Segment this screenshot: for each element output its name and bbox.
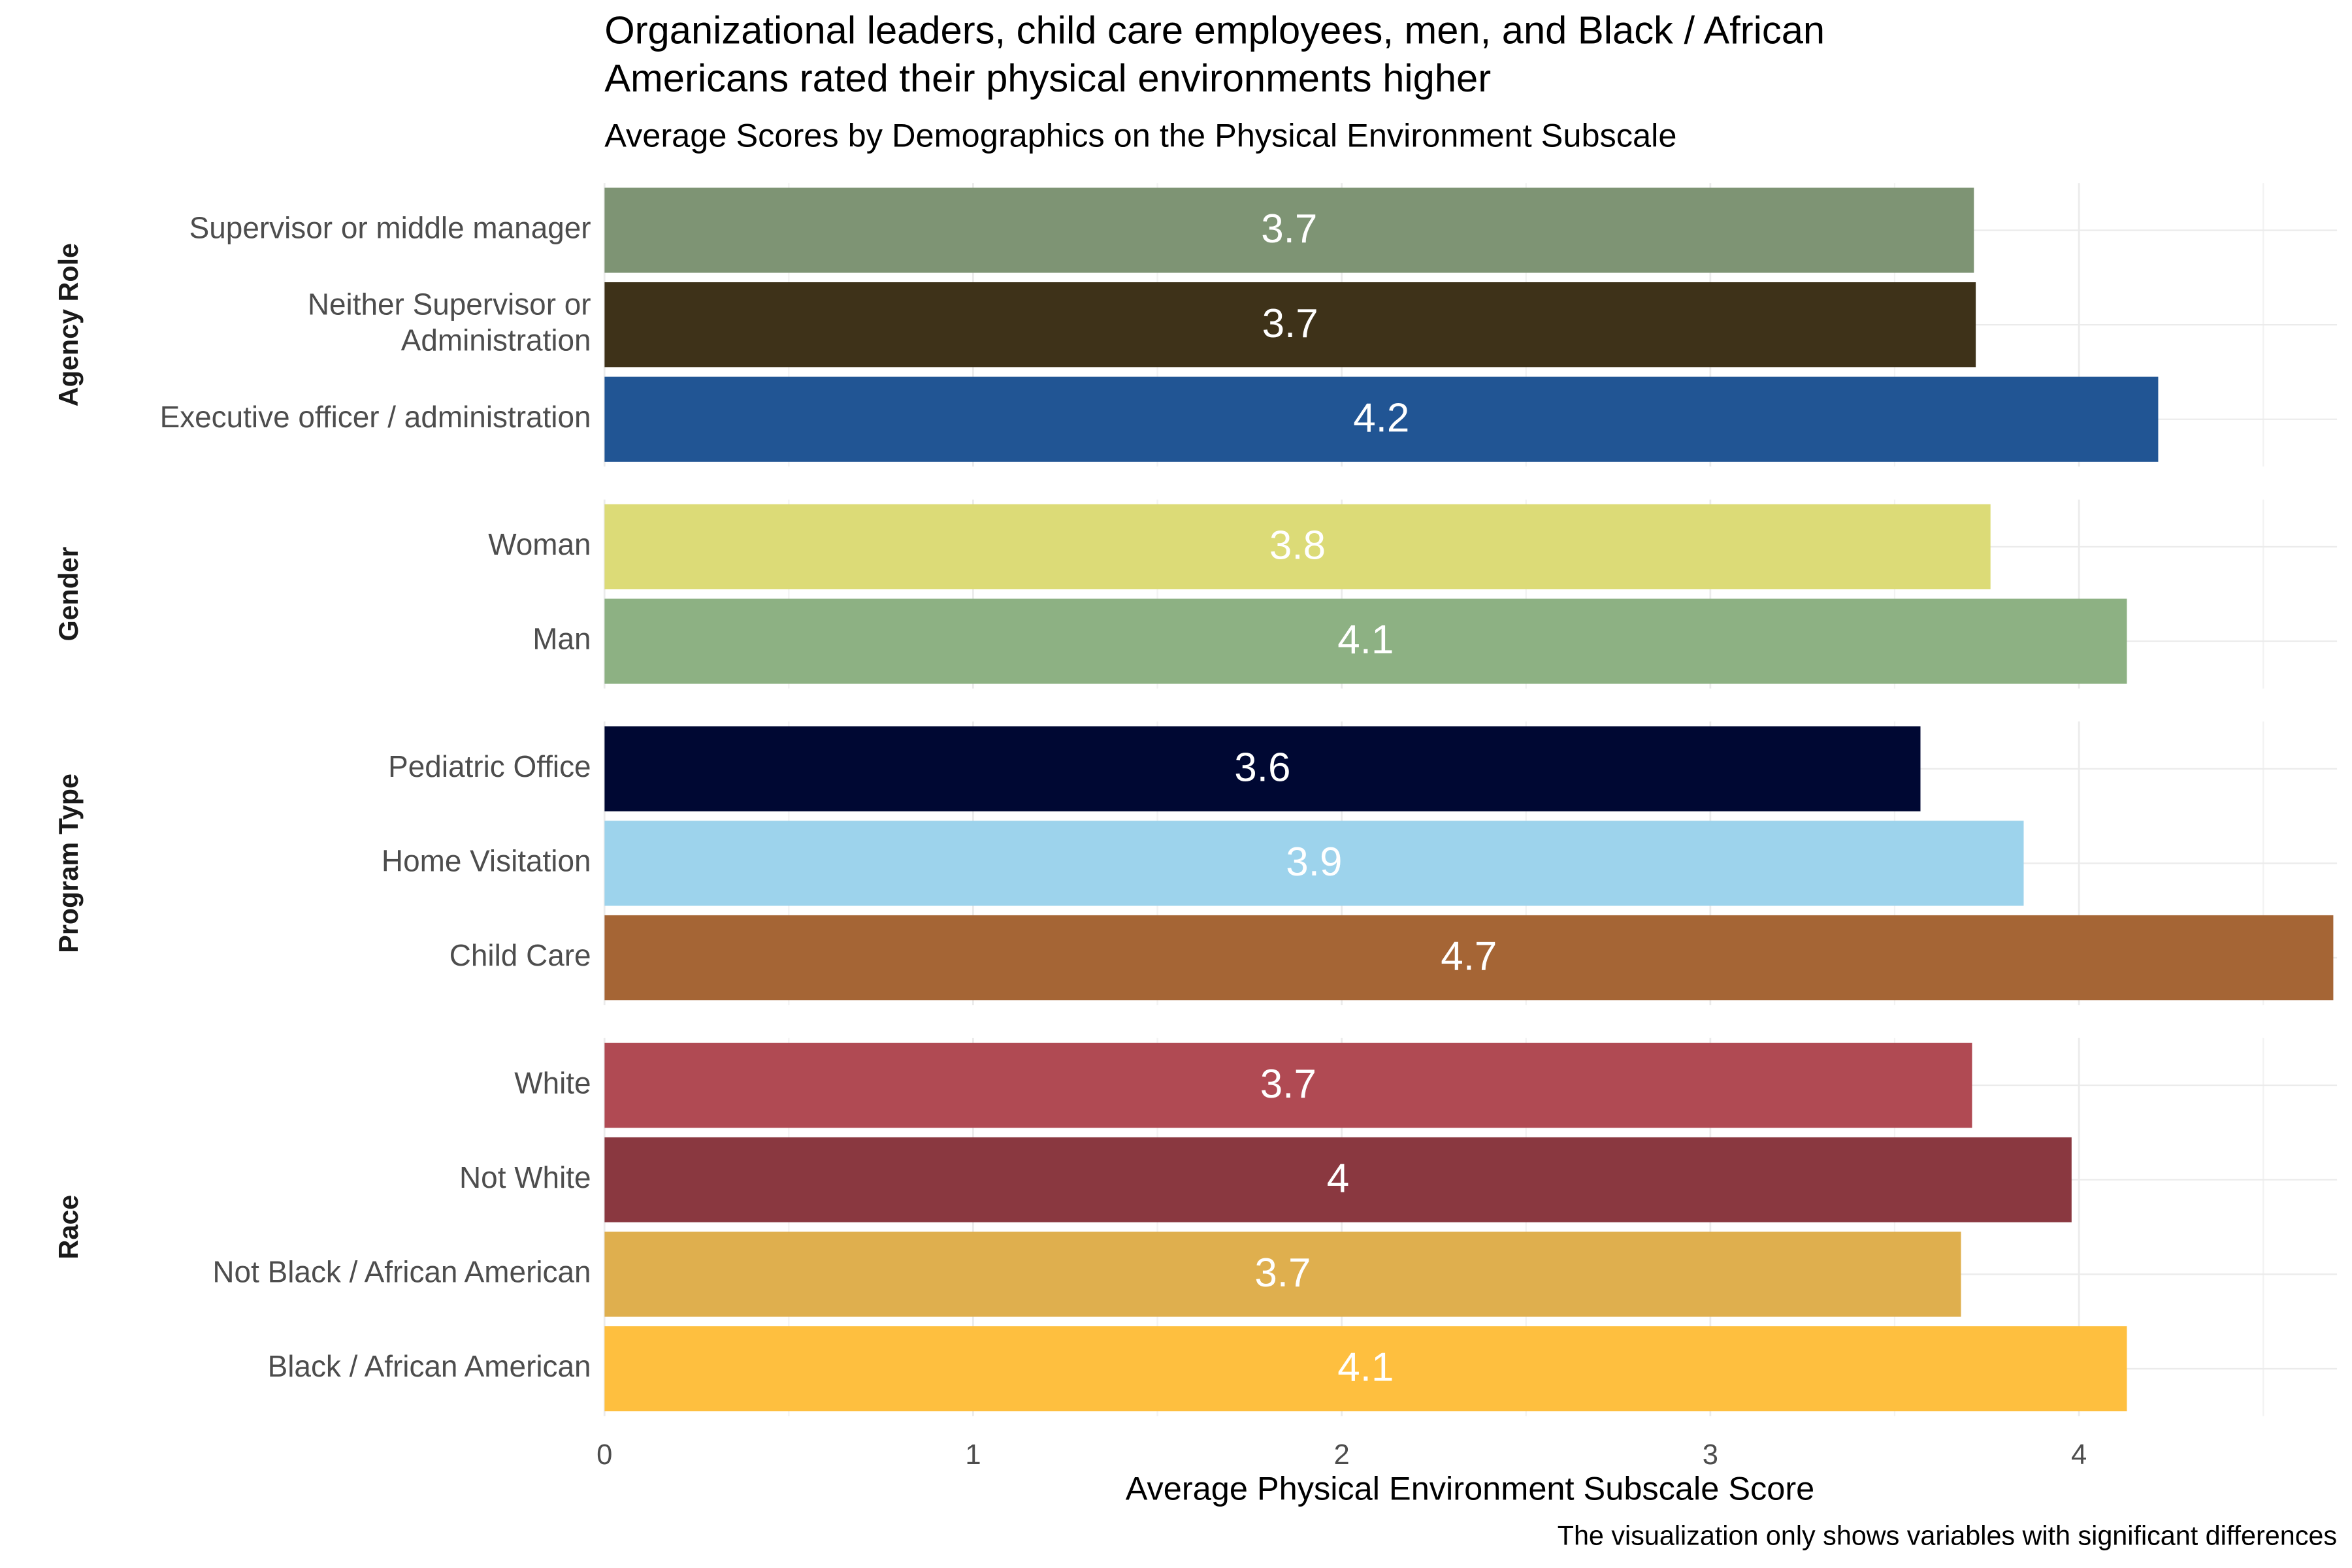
value-label: 4.1: [1337, 1345, 1394, 1390]
y-tick-label: Woman: [488, 527, 591, 561]
x-tick-label: 2: [1334, 1439, 1350, 1471]
value-label: 4: [1327, 1156, 1349, 1201]
bar: [604, 598, 2127, 684]
value-label: 3.7: [1261, 206, 1317, 252]
bar: [604, 915, 2334, 1001]
x-axis-label: Average Physical Environment Subscale Sc…: [1126, 1470, 1815, 1507]
value-label: 4.2: [1353, 395, 1409, 440]
y-tick-label: Man: [532, 622, 591, 656]
bar: [604, 188, 1974, 273]
y-tick-label: Supervisor or middle manager: [189, 211, 591, 245]
y-tick-label: Child Care: [449, 938, 591, 972]
x-tick-label: 0: [596, 1439, 612, 1471]
value-label: 3.8: [1269, 523, 1326, 568]
value-label: 3.9: [1286, 840, 1342, 885]
facet-label: Race: [54, 1195, 84, 1260]
value-label: 4.1: [1337, 617, 1394, 662]
bar: [604, 1137, 2072, 1222]
x-tick-label: 3: [1703, 1439, 1718, 1471]
bar: [604, 1232, 1961, 1317]
y-tick-label: Executive officer / administration: [160, 400, 591, 434]
value-label: 3.7: [1260, 1062, 1316, 1107]
chart-title: Americans rated their physical environme…: [604, 56, 1491, 100]
bar: [604, 1326, 2127, 1412]
bar: [604, 726, 1921, 811]
bar: [604, 1043, 1972, 1128]
caption: The visualization only shows variables w…: [1558, 1520, 2337, 1550]
y-tick-label: Home Visitation: [382, 843, 591, 877]
bar: [604, 282, 1976, 368]
y-tick-label: Pediatric Office: [388, 749, 591, 783]
facet-label: Agency Role: [54, 243, 84, 406]
value-label: 3.6: [1234, 745, 1290, 790]
value-label: 3.7: [1254, 1250, 1311, 1296]
facet-label: Gender: [54, 547, 84, 642]
y-tick-label: White: [514, 1066, 591, 1100]
x-tick-label: 4: [2071, 1439, 2087, 1471]
bar: [604, 504, 1991, 589]
value-label: 3.7: [1262, 301, 1318, 346]
bar: [604, 821, 2024, 906]
y-tick-label: Neither Supervisor or Administration: [308, 287, 591, 357]
bar: [604, 376, 2159, 462]
y-tick-label: Black / African American: [268, 1349, 591, 1383]
x-tick-label: 1: [965, 1439, 981, 1471]
y-tick-label: Not Black / African American: [212, 1255, 591, 1289]
value-label: 4.7: [1441, 934, 1497, 979]
facet-label: Program Type: [54, 774, 84, 953]
chart-title: Organizational leaders, child care emplo…: [604, 8, 1825, 52]
y-tick-label: Not White: [459, 1160, 591, 1194]
chart-subtitle: Average Scores by Demographics on the Ph…: [604, 117, 1676, 154]
